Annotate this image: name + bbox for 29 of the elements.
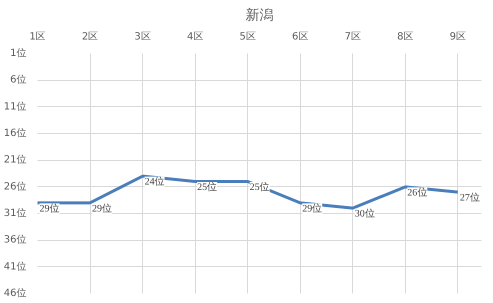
y-tick-label: 46位 <box>4 287 27 299</box>
data-label: 24位 <box>144 176 165 188</box>
data-label: 29位 <box>302 202 322 214</box>
data-label: 29位 <box>92 202 112 214</box>
x-tick-label: 6区 <box>292 32 308 42</box>
x-tick-label: 2区 <box>82 32 98 42</box>
y-tick-label: 36位 <box>4 234 27 246</box>
x-tick-label: 3区 <box>134 32 151 42</box>
y-tick-label: 31位 <box>4 207 27 219</box>
x-tick-label: 1区 <box>29 32 46 42</box>
y-tick-label: 6位 <box>10 74 27 86</box>
y-tick-label: 41位 <box>4 260 27 272</box>
y-tick-label: 1位 <box>10 47 27 59</box>
data-label: 30位 <box>354 208 375 220</box>
y-tick-label: 16位 <box>4 127 27 139</box>
data-label: 25位 <box>250 181 270 193</box>
x-tick-label: 7区 <box>344 32 361 42</box>
data-label: 25位 <box>197 181 218 193</box>
y-tick-label: 21位 <box>4 154 27 166</box>
y-tick-label: 26位 <box>4 180 27 192</box>
chart-title: 新潟 <box>246 8 274 24</box>
data-label: 26位 <box>407 186 428 198</box>
data-label: 27位 <box>460 192 480 204</box>
x-tick-label: 5区 <box>239 32 256 42</box>
data-label: 29位 <box>40 202 60 214</box>
x-tick-label: 9区 <box>450 32 466 42</box>
x-tick-label: 4区 <box>186 32 204 42</box>
y-tick-label: 11位 <box>4 100 27 112</box>
x-tick-label: 8区 <box>397 32 414 42</box>
